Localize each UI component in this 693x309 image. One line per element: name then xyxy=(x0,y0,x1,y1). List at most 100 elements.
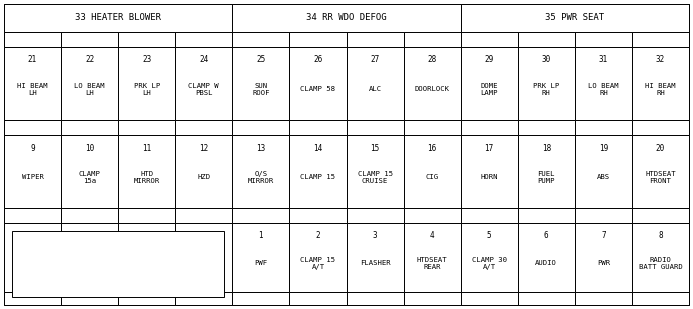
Bar xyxy=(346,208,403,223)
Bar xyxy=(290,135,346,208)
Bar xyxy=(461,208,518,223)
Bar xyxy=(119,32,175,47)
Text: CLAMP
15a: CLAMP 15a xyxy=(79,171,100,184)
Bar xyxy=(290,208,346,223)
Text: FUEL
PUMP: FUEL PUMP xyxy=(538,171,555,184)
Text: 15: 15 xyxy=(371,144,380,153)
Bar xyxy=(461,135,518,208)
Text: CLAMP 15: CLAMP 15 xyxy=(301,174,335,180)
Text: 2: 2 xyxy=(315,231,320,240)
Bar xyxy=(574,208,632,223)
Bar xyxy=(232,223,290,292)
Bar xyxy=(403,223,461,292)
Bar xyxy=(574,292,632,305)
Bar xyxy=(461,292,518,305)
Bar xyxy=(232,47,290,120)
Bar xyxy=(461,47,518,120)
Text: 35 PWR SEAT: 35 PWR SEAT xyxy=(545,13,604,22)
Text: 16: 16 xyxy=(428,144,437,153)
Bar xyxy=(4,32,61,47)
Text: LO BEAM
LH: LO BEAM LH xyxy=(74,83,105,96)
Bar xyxy=(232,135,290,208)
Bar xyxy=(12,231,225,297)
Bar xyxy=(61,47,119,120)
Text: 10: 10 xyxy=(85,144,94,153)
Bar xyxy=(290,120,346,135)
Bar xyxy=(346,47,403,120)
Bar xyxy=(4,135,61,208)
Bar xyxy=(232,120,290,135)
Text: 14: 14 xyxy=(313,144,322,153)
Bar xyxy=(574,120,632,135)
Text: 25: 25 xyxy=(256,56,265,65)
Text: 32: 32 xyxy=(656,56,665,65)
Bar xyxy=(175,120,232,135)
Text: 20: 20 xyxy=(656,144,665,153)
Bar xyxy=(232,32,290,47)
Bar xyxy=(119,292,175,305)
Bar xyxy=(403,32,461,47)
Bar xyxy=(175,32,232,47)
Text: 11: 11 xyxy=(142,144,151,153)
Text: DOME
LAMP: DOME LAMP xyxy=(480,83,498,96)
Text: HZD: HZD xyxy=(198,174,211,180)
Bar xyxy=(61,223,119,292)
Bar xyxy=(290,32,346,47)
Bar xyxy=(574,223,632,292)
Text: 22: 22 xyxy=(85,56,94,65)
Text: DOORLOCK: DOORLOCK xyxy=(414,86,450,92)
Text: 26: 26 xyxy=(313,56,322,65)
Bar xyxy=(461,32,518,47)
Bar xyxy=(403,47,461,120)
Bar xyxy=(518,135,574,208)
Text: HI BEAM
LH: HI BEAM LH xyxy=(17,83,48,96)
Bar xyxy=(518,292,574,305)
Bar xyxy=(4,292,61,305)
Text: 13: 13 xyxy=(256,144,265,153)
Bar xyxy=(232,4,461,32)
Bar xyxy=(290,47,346,120)
Text: LO BEAM
RH: LO BEAM RH xyxy=(588,83,619,96)
Text: 8: 8 xyxy=(658,231,663,240)
Bar xyxy=(632,135,689,208)
Bar xyxy=(518,32,574,47)
Text: CLAMP 15
A/T: CLAMP 15 A/T xyxy=(301,257,335,270)
Text: RADIO
BATT GUARD: RADIO BATT GUARD xyxy=(638,257,683,270)
Bar xyxy=(61,135,119,208)
Bar xyxy=(461,4,689,32)
Bar xyxy=(175,223,232,292)
Text: 24: 24 xyxy=(199,56,209,65)
Text: 27: 27 xyxy=(371,56,380,65)
Text: 6: 6 xyxy=(544,231,549,240)
Text: 31: 31 xyxy=(599,56,608,65)
Text: HI BEAM
RH: HI BEAM RH xyxy=(645,83,676,96)
Text: HTDSEAT
FRONT: HTDSEAT FRONT xyxy=(645,171,676,184)
Bar xyxy=(632,223,689,292)
Bar xyxy=(175,292,232,305)
Bar xyxy=(4,4,232,32)
Bar xyxy=(346,223,403,292)
Bar xyxy=(574,135,632,208)
Text: 3: 3 xyxy=(373,231,378,240)
Bar xyxy=(346,120,403,135)
Bar xyxy=(119,208,175,223)
Bar xyxy=(403,208,461,223)
Text: 29: 29 xyxy=(484,56,494,65)
Bar xyxy=(61,208,119,223)
Text: SUN
ROOF: SUN ROOF xyxy=(252,83,270,96)
Bar xyxy=(346,292,403,305)
Text: 4: 4 xyxy=(430,231,435,240)
Text: 33 HEATER BLOWER: 33 HEATER BLOWER xyxy=(75,13,161,22)
Bar xyxy=(632,120,689,135)
Text: 18: 18 xyxy=(542,144,551,153)
Bar xyxy=(119,223,175,292)
Bar xyxy=(232,208,290,223)
Text: HORN: HORN xyxy=(480,174,498,180)
Bar xyxy=(461,223,518,292)
Text: CLAMP W
PBSL: CLAMP W PBSL xyxy=(188,83,219,96)
Text: ABS: ABS xyxy=(597,174,610,180)
Text: 9: 9 xyxy=(30,144,35,153)
Bar xyxy=(175,135,232,208)
Bar xyxy=(175,47,232,120)
Bar xyxy=(632,208,689,223)
